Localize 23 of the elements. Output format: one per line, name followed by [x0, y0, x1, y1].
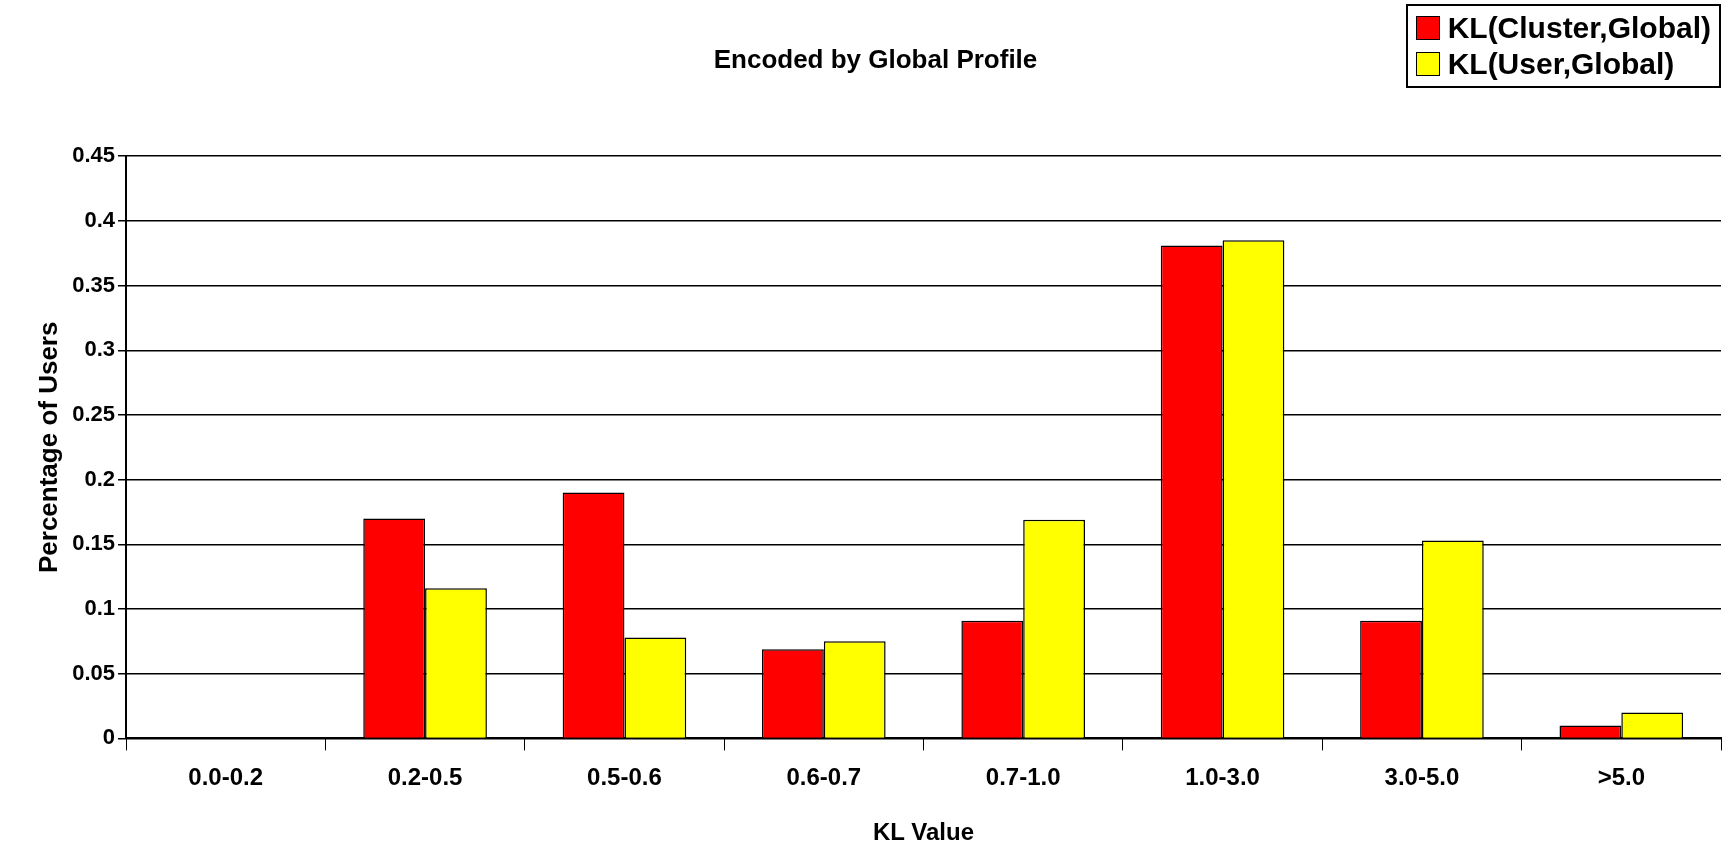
y-axis-title: Percentage of Users	[32, 321, 63, 574]
x-axis-title: KL Value	[873, 818, 974, 846]
y-tick-label: 0	[102, 724, 116, 750]
y-tick-label: 0.3	[84, 336, 116, 362]
y-tick-label: 0.05	[72, 659, 116, 685]
x-tick-label: 3.0-5.0	[1384, 763, 1460, 791]
x-tick-label: 0.6-0.7	[786, 763, 862, 791]
x-tick-label: 0.7-1.0	[985, 763, 1061, 791]
legend-label: KL(Cluster,Global)	[1447, 10, 1711, 46]
y-tick-label: 0.4	[84, 206, 116, 232]
y-tick-label: 0.2	[84, 465, 116, 491]
x-tick-label: 1.0-3.0	[1185, 763, 1260, 791]
x-tick-label: 0.0-0.2	[188, 763, 264, 791]
x-tick-label: >5.0	[1597, 763, 1646, 791]
y-tick-label: 0.15	[72, 530, 116, 556]
chart-title: Encoded by Global Profile	[713, 43, 1038, 74]
y-tick-label: 0.45	[72, 142, 116, 168]
y-tick-label: 0.25	[72, 401, 116, 427]
legend-label: KL(User,Global)	[1447, 46, 1675, 82]
x-tick-label: 0.2-0.5	[387, 763, 463, 791]
y-tick-label: 0.1	[84, 595, 116, 621]
y-tick-label: 0.35	[72, 271, 116, 297]
x-tick-label: 0.5-0.6	[587, 763, 662, 791]
